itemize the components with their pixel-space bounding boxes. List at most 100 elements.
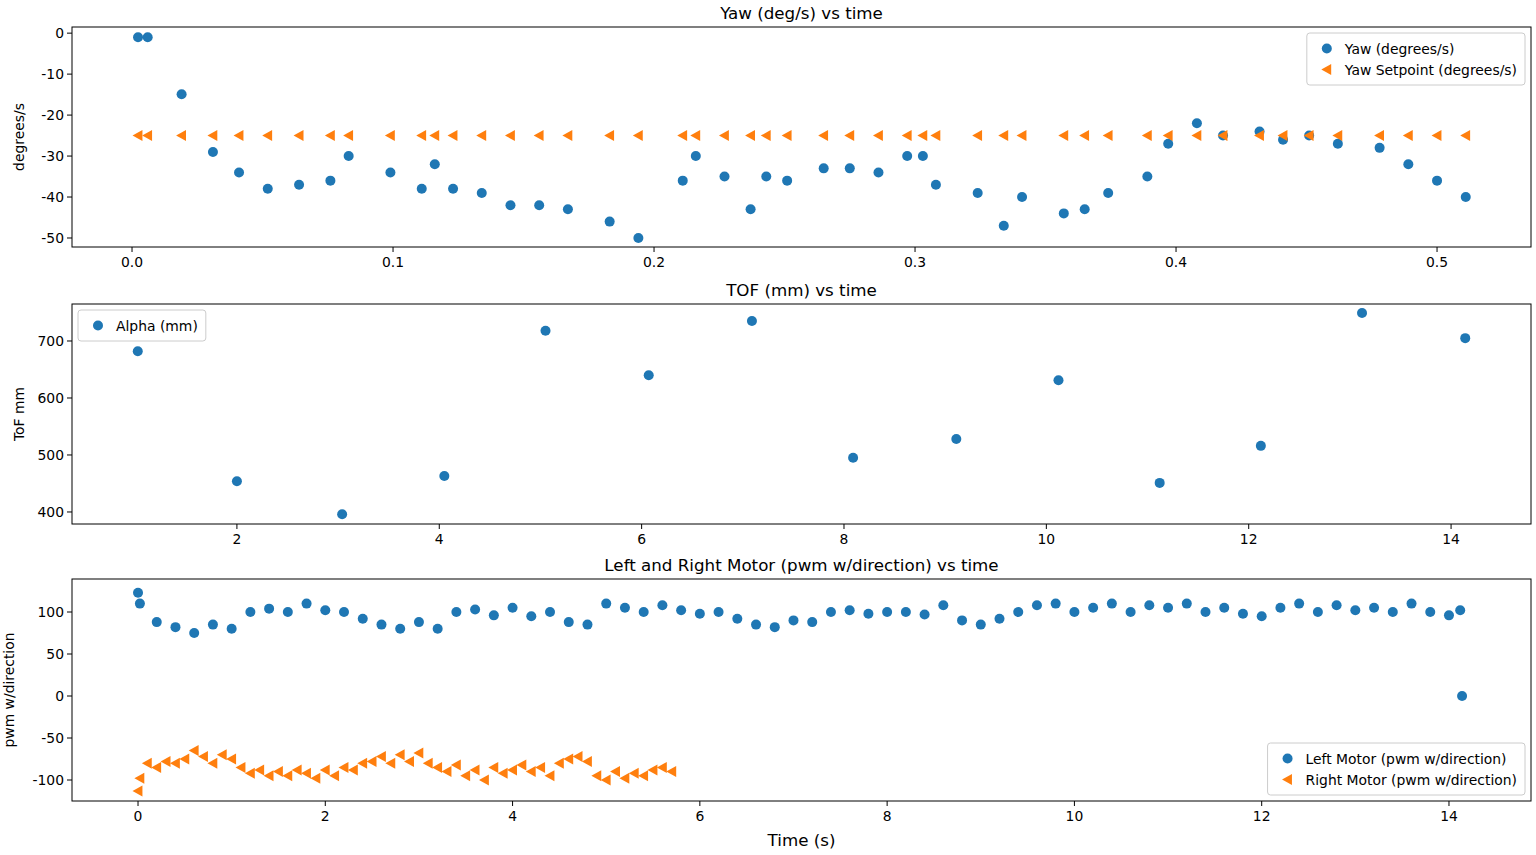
data-point (442, 766, 452, 777)
x-tick-label: 12 (1240, 531, 1258, 547)
data-point (691, 151, 701, 161)
x-tick (132, 247, 133, 252)
data-point (498, 768, 508, 779)
data-point (294, 180, 304, 190)
y-tick-label: -10 (41, 66, 64, 82)
data-point (745, 130, 755, 141)
x-tick (654, 247, 655, 252)
figure: 0.00.10.20.30.40.50-10-20-30-40-50Yaw (d… (0, 0, 1536, 855)
data-point (133, 785, 143, 796)
x-tick (393, 247, 394, 252)
data-point (367, 756, 377, 767)
y-tick (67, 612, 72, 613)
data-point (133, 588, 143, 598)
data-point (507, 764, 517, 775)
data-point (470, 764, 480, 775)
data-point (633, 233, 643, 243)
y-tick-label: 100 (37, 604, 64, 620)
data-point (320, 605, 330, 615)
x-tick-label: 12 (1253, 808, 1271, 824)
data-point (534, 200, 544, 210)
data-point (395, 749, 405, 760)
data-point (534, 130, 544, 141)
data-point (1432, 176, 1442, 186)
data-point (1144, 600, 1154, 610)
data-point (657, 762, 667, 773)
data-point (545, 770, 555, 781)
data-point (479, 775, 489, 786)
y-axis-label: ToF mm (11, 387, 27, 442)
x-tick (236, 524, 237, 529)
y-tick (67, 511, 72, 512)
data-point (232, 476, 242, 486)
y-tick (67, 738, 72, 739)
legend-label: Yaw (degrees/s) (1344, 41, 1455, 57)
data-point (320, 764, 330, 775)
data-point (170, 622, 180, 632)
data-point (902, 130, 912, 141)
data-point (998, 130, 1008, 141)
data-point (582, 620, 592, 630)
y-tick (67, 197, 72, 198)
data-point (488, 762, 498, 773)
data-point (234, 167, 244, 177)
x-tick (1046, 524, 1047, 529)
data-point (591, 770, 601, 781)
data-point (873, 130, 883, 141)
x-tick-label: 4 (435, 531, 444, 547)
data-point (177, 89, 187, 99)
data-point (535, 762, 545, 773)
data-point (1278, 130, 1288, 141)
data-point (234, 130, 244, 141)
data-point (226, 754, 236, 765)
legend-marker (93, 321, 103, 331)
data-point (1457, 691, 1467, 701)
data-point (339, 607, 349, 617)
x-tick (439, 524, 440, 529)
data-point (639, 607, 649, 617)
plot-frame (72, 579, 1531, 801)
data-point (448, 130, 458, 141)
x-tick (1248, 524, 1249, 529)
x-tick-label: 0.2 (643, 254, 665, 270)
data-point (1388, 607, 1398, 617)
x-tick-label: 0.0 (121, 254, 143, 270)
data-point (676, 605, 686, 615)
data-point (1079, 130, 1089, 141)
data-point (476, 130, 486, 141)
x-tick (699, 801, 700, 806)
data-point (263, 184, 273, 194)
data-point (451, 759, 461, 770)
data-point (719, 130, 729, 141)
data-point (951, 434, 961, 444)
data-point (1192, 118, 1202, 128)
data-point (605, 217, 615, 227)
x-tick-label: 8 (883, 808, 892, 824)
y-tick-label: -100 (32, 772, 64, 788)
y-tick (67, 454, 72, 455)
data-point (133, 130, 143, 141)
data-point (930, 130, 940, 141)
data-point (264, 604, 274, 614)
x-tick-label: 0.4 (1165, 254, 1187, 270)
data-point (761, 172, 771, 182)
data-point (1219, 603, 1229, 613)
y-tick-label: -50 (41, 230, 64, 246)
data-point (460, 770, 470, 781)
data-point (564, 617, 574, 627)
x-tick-label: 0.3 (904, 254, 926, 270)
data-point (526, 766, 536, 777)
x-tick (1074, 801, 1075, 806)
series (133, 588, 1467, 701)
legend-label: Right Motor (pwm w/direction) (1306, 772, 1517, 788)
data-point (395, 624, 405, 634)
data-point (747, 316, 757, 326)
y-tick-label: 50 (46, 646, 64, 662)
data-point (619, 773, 629, 784)
data-point (1460, 130, 1470, 141)
series (133, 745, 677, 796)
data-point (376, 620, 386, 630)
series (133, 130, 1471, 141)
x-tick-label: 2 (232, 531, 241, 547)
data-point (1254, 130, 1264, 141)
